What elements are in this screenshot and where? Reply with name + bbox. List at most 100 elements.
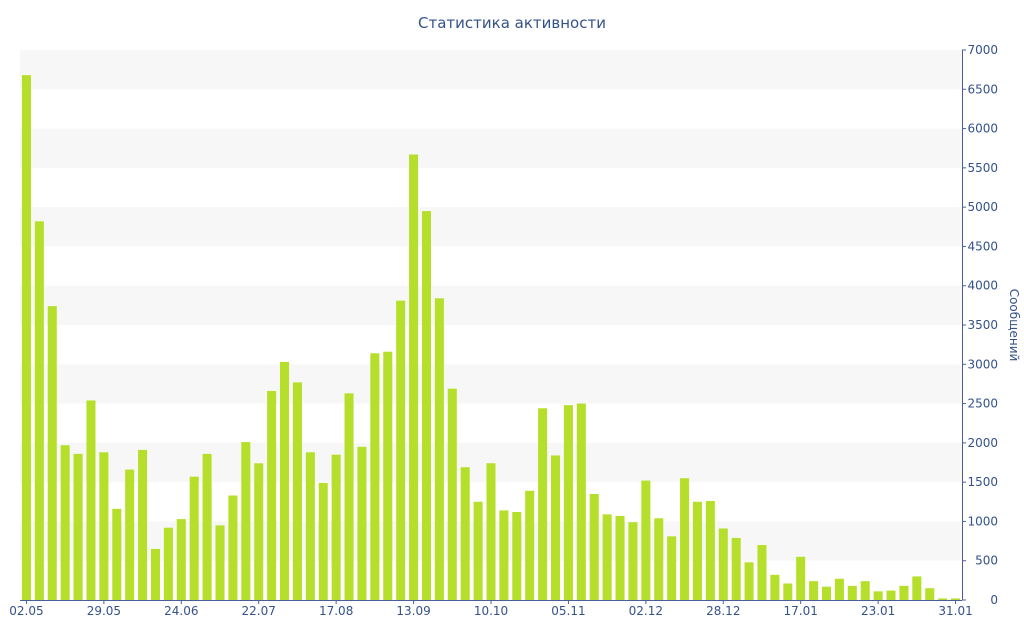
- bar: [563, 405, 573, 600]
- bar: [34, 221, 44, 601]
- bar: [499, 510, 509, 600]
- x-tick-label: 22.07: [242, 604, 276, 618]
- bar: [809, 581, 819, 600]
- bar: [189, 476, 199, 600]
- bar: [60, 445, 70, 600]
- y-tick-label: 500: [975, 554, 998, 568]
- bar: [47, 306, 57, 600]
- y-tick-label: 4500: [967, 239, 998, 253]
- bar: [460, 467, 470, 600]
- bar: [138, 449, 148, 600]
- bar: [912, 576, 922, 600]
- bar: [254, 463, 264, 600]
- bar: [899, 585, 909, 600]
- x-tick-label: 13.09: [396, 604, 430, 618]
- y-tick-label: 0: [990, 593, 998, 607]
- bar: [551, 455, 561, 600]
- bar: [783, 583, 793, 600]
- bar: [292, 382, 302, 600]
- bar: [434, 298, 444, 600]
- bar: [770, 574, 780, 600]
- grid-band: [20, 207, 962, 247]
- x-axis: 02.05 29.05 24.06 22.07 17.08 13.09 10.10 05.11…: [9, 600, 973, 618]
- x-tick-label: 17.01: [784, 604, 818, 618]
- bar: [21, 75, 31, 600]
- bar: [344, 393, 354, 600]
- y-tick-label: 7000: [967, 43, 998, 57]
- y-tick-label: 3500: [967, 318, 998, 332]
- bar: [421, 211, 431, 601]
- bar: [641, 480, 651, 600]
- x-tick-label: 17.08: [319, 604, 353, 618]
- bar: [86, 400, 96, 600]
- x-tick-label: 24.06: [164, 604, 198, 618]
- bar: [473, 501, 483, 600]
- x-tick-label: 05.11: [551, 604, 585, 618]
- bar: [731, 537, 741, 600]
- bar: [525, 490, 535, 600]
- y-tick-label: 6000: [967, 122, 998, 136]
- bar: [112, 508, 122, 600]
- bar: [202, 453, 212, 600]
- bar: [215, 525, 225, 600]
- bar: [99, 452, 109, 600]
- bar: [847, 585, 857, 600]
- bar: [512, 512, 522, 600]
- bar: [357, 446, 367, 600]
- grid-band: [20, 364, 962, 404]
- bar: [951, 598, 961, 600]
- bar-series: [21, 75, 961, 601]
- x-tick-label: 29.05: [87, 604, 121, 618]
- y-tick-label: 5500: [967, 161, 998, 175]
- bar: [938, 598, 948, 600]
- bar: [718, 528, 728, 600]
- x-tick-label: 28.12: [706, 604, 740, 618]
- bar: [886, 590, 896, 600]
- bar: [305, 452, 315, 600]
- y-tick-label: 2500: [967, 397, 998, 411]
- bar: [692, 501, 702, 600]
- bar: [163, 527, 173, 600]
- bar: [680, 478, 690, 600]
- bar: [589, 493, 599, 600]
- bar: [576, 403, 586, 600]
- bar: [370, 353, 380, 600]
- bar: [409, 154, 419, 600]
- bar: [667, 536, 677, 600]
- x-tick-label: 02.05: [9, 604, 43, 618]
- bar: [383, 351, 393, 600]
- grid-band: [20, 50, 962, 90]
- x-tick-label: 10.10: [474, 604, 508, 618]
- bar: [125, 469, 135, 600]
- y-tick-label: 1500: [967, 475, 998, 489]
- bar: [241, 442, 251, 600]
- bar: [150, 548, 161, 600]
- y-axis-label: Сообщений: [1007, 289, 1021, 362]
- bar: [267, 391, 277, 600]
- grid-band: [20, 285, 962, 325]
- bar: [744, 562, 754, 600]
- bar: [73, 453, 83, 600]
- y-tick-label: 5000: [967, 200, 998, 214]
- bar: [834, 578, 844, 600]
- y-axis: 0 500 1000 1500 2000 2500 3000 3500 4000 4500 5000…: [962, 43, 998, 607]
- bar: [796, 556, 806, 600]
- x-tick-label: 23.01: [861, 604, 895, 618]
- bar: [860, 581, 870, 600]
- grid-bands: [20, 50, 962, 561]
- bar: [486, 463, 496, 600]
- bar: [654, 518, 664, 600]
- bar: [280, 361, 290, 600]
- y-tick-label: 3000: [967, 357, 998, 371]
- y-tick-label: 6500: [967, 82, 998, 96]
- bar: [331, 454, 341, 600]
- bar: [925, 588, 935, 600]
- y-tick-label: 4000: [967, 279, 998, 293]
- x-tick-label: 31.01: [938, 604, 972, 618]
- y-tick-label: 2000: [967, 436, 998, 450]
- bar: [396, 300, 406, 600]
- x-tick-label: 02.12: [629, 604, 663, 618]
- bar: [538, 408, 548, 600]
